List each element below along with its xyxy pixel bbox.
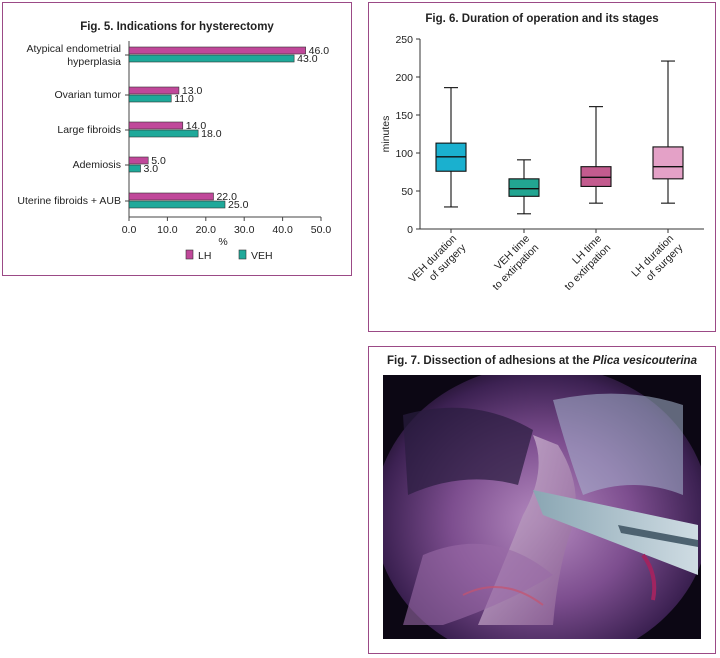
figure-6-title: Fig. 6. Duration of operation and its st… — [425, 13, 659, 25]
y-tick-label: 100 — [395, 148, 413, 160]
category-label: Large fibroids — [57, 124, 121, 136]
category-label-line: Uterine fibroids + AUB — [17, 195, 121, 207]
category-label: Ovarian tumor — [54, 89, 121, 101]
bar-value-label: 5.0 — [151, 155, 166, 167]
y-tick-label: 0 — [407, 224, 413, 236]
figure-7-panel: Fig. 7. Dissection of adhesions at the P… — [368, 346, 716, 654]
category-label-line: Large fibroids — [57, 124, 121, 136]
figure-7-title-italic: Plica vesicouterina — [592, 355, 697, 367]
bar-value-label: 25.0 — [228, 199, 249, 211]
category-label: Atypical endometrial hyperplasia — [26, 43, 121, 68]
bar-value-label: 14.0 — [186, 120, 207, 132]
x-tick-label: 0.0 — [122, 224, 137, 236]
y-tick-label: 150 — [395, 110, 413, 122]
y-tick-label: 250 — [395, 34, 413, 46]
y-axis-label: minutes — [380, 116, 392, 153]
box — [580, 166, 612, 187]
surgical-photo — [383, 375, 701, 639]
bar-lh — [128, 156, 149, 165]
bar-veh — [128, 54, 295, 63]
x-tick-label: 50.0 — [311, 224, 332, 236]
bar-value-label: 46.0 — [309, 45, 330, 57]
y-tick-label: 50 — [401, 186, 413, 198]
x-tick-label: 30.0 — [234, 224, 255, 236]
bar-lh — [128, 192, 214, 201]
surgical-photo-art — [383, 375, 701, 639]
bar-lh — [128, 86, 180, 95]
category-label-line: hyperplasia — [67, 56, 121, 68]
bar-veh — [128, 129, 199, 138]
figure-7-title: Fig. 7. Dissection of adhesions at the P… — [369, 355, 715, 367]
figure-5-title: Fig. 5. Indications for hysterectomy — [80, 21, 274, 33]
bar-veh — [128, 200, 226, 209]
bar-value-label: 43.0 — [297, 53, 318, 65]
legend-label-lh: LH — [198, 250, 211, 262]
figure-7-title-prefix: Fig. 7. Dissection of adhesions at the — [387, 355, 593, 367]
x-axis-label: % — [218, 236, 227, 248]
bar-veh — [128, 164, 141, 173]
x-tick-label: 10.0 — [157, 224, 178, 236]
bar-value-label: 18.0 — [201, 128, 222, 140]
legend-swatch-veh — [238, 249, 247, 260]
category-label-line: Atypical endometrial — [26, 43, 121, 55]
legend-label-veh: VEH — [251, 250, 273, 262]
bar-value-label: 3.0 — [144, 163, 159, 175]
bar-value-label: 13.0 — [182, 85, 203, 97]
legend-swatch-lh — [185, 249, 194, 260]
figure-5-chart: Atypical endometrial hyperplasia 46.043.0 O… — [17, 41, 332, 262]
figure-5-panel: Fig. 5. Indications for hysterectomy Aty… — [2, 2, 352, 276]
bar-lh — [128, 121, 184, 130]
category-label-line: Ademiosis — [73, 159, 121, 171]
x-tick-label: 20.0 — [196, 224, 217, 236]
bar-veh — [128, 94, 172, 103]
box — [508, 178, 540, 197]
box — [652, 146, 684, 180]
figure-6-panel: Fig. 6. Duration of operation and its st… — [368, 2, 716, 332]
category-label: Uterine fibroids + AUB — [17, 195, 121, 207]
bar-lh — [128, 46, 306, 55]
category-label: Ademiosis — [73, 159, 121, 171]
category-label-line: Ovarian tumor — [54, 89, 121, 101]
x-tick-label: 40.0 — [272, 224, 293, 236]
bar-value-label: 11.0 — [174, 93, 194, 105]
bar-value-label: 22.0 — [216, 191, 237, 203]
y-tick-label: 200 — [395, 72, 413, 84]
